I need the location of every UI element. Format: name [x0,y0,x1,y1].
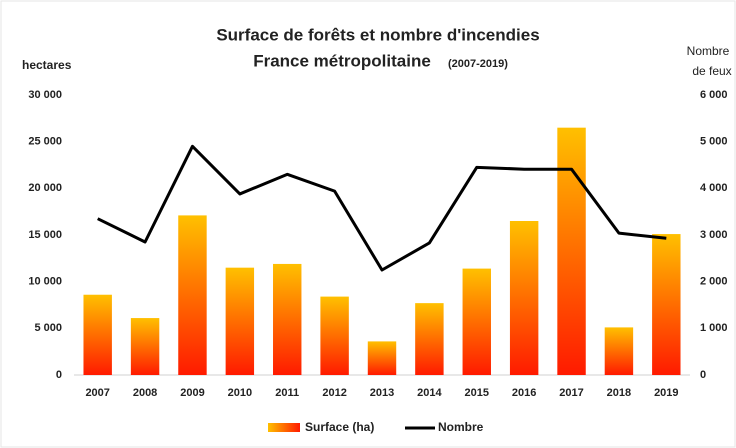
bar [509,221,539,375]
y2-axis-label: Nombre [687,44,730,58]
y2-tick-label: 5 000 [700,136,728,148]
y2-tick-label: 2 000 [700,276,728,288]
y2-tick-label: 4 000 [700,182,728,194]
legend-label: Nombre [438,420,484,434]
bar [178,215,207,375]
bar [367,341,397,375]
bar [83,294,112,375]
y-axis-label: hectares [22,58,72,72]
bar [557,127,586,376]
x-tick-label: 2007 [85,387,109,399]
y2-axis-label: de feux [692,64,731,78]
y2-tick-label: 3 000 [700,229,728,241]
x-tick-label: 2011 [275,387,299,399]
x-tick-label: 2010 [228,387,252,399]
y-tick-label: 10 000 [28,276,62,288]
x-tick-label: 2017 [559,387,583,399]
x-tick-label: 2008 [133,387,157,399]
x-tick-label: 2015 [465,387,489,399]
y-tick-label: 15 000 [28,229,62,241]
y-tick-label: 0 [56,369,62,381]
bar [415,303,444,375]
x-tick-label: 2014 [417,387,442,399]
bar [225,267,255,375]
bar [130,318,160,375]
legend-label: Surface (ha) [305,420,374,434]
y-tick-label: 30 000 [28,89,62,101]
x-tick-label: 2019 [654,387,678,399]
y-tick-label: 5 000 [34,322,62,334]
y-tick-label: 20 000 [28,182,62,194]
chart-subtitle: France métropolitaine [253,51,431,70]
y2-tick-label: 1 000 [700,322,728,334]
bar [652,234,681,375]
line-series [97,144,667,272]
bar [604,327,634,375]
x-tick-label: 2009 [180,387,204,399]
x-tick-label: 2016 [512,387,536,399]
subtitle-note: (2007-2019) [448,58,508,70]
bar [273,263,302,375]
y2-tick-label: 6 000 [700,89,728,101]
y2-tick-label: 0 [700,369,706,381]
bar [462,268,491,375]
chart-title: Surface de forêts et nombre d'incendies [216,25,539,44]
x-tick-label: 2012 [322,387,346,399]
bar [320,296,349,375]
x-tick-label: 2013 [370,387,394,399]
x-tick-label: 2018 [607,387,631,399]
legend-swatch [268,423,300,432]
y-tick-label: 25 000 [28,136,62,148]
